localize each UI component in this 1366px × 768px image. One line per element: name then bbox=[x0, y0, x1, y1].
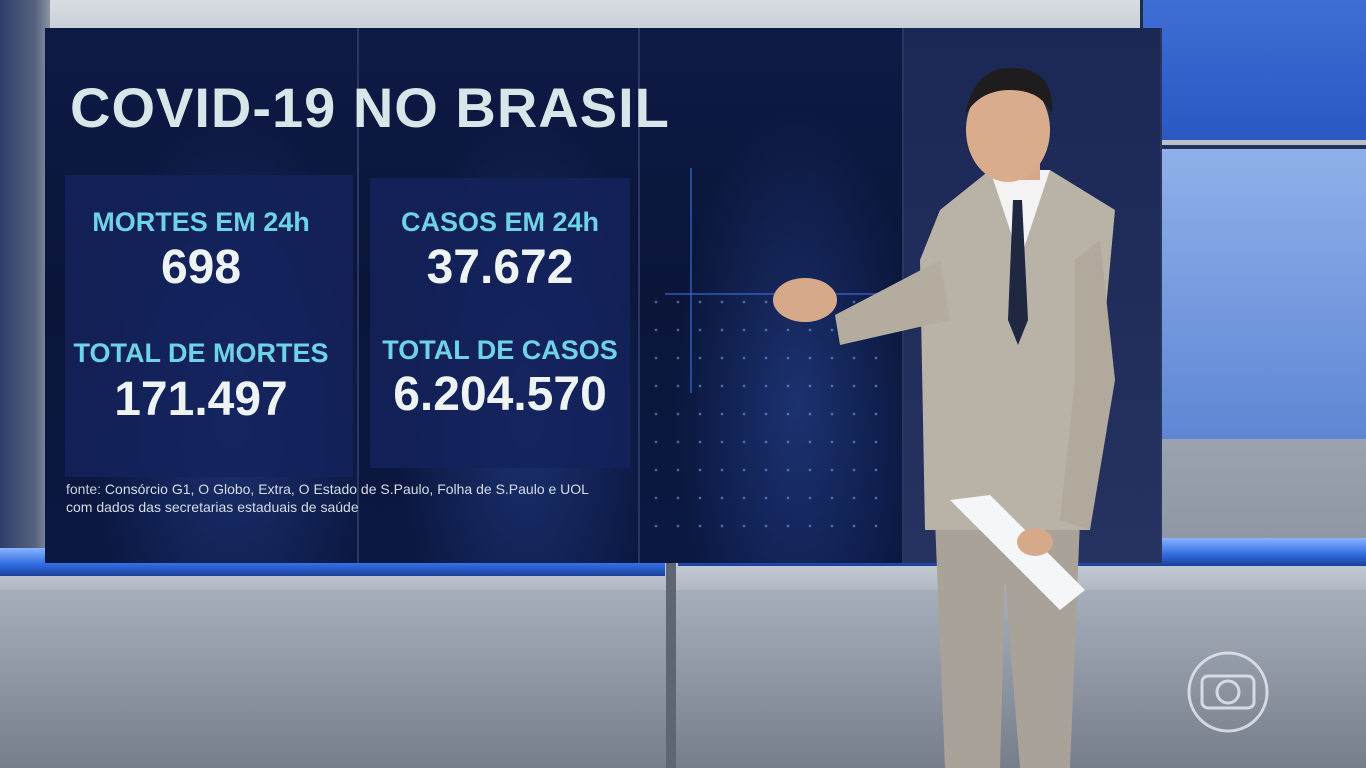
total-cases-label: TOTAL DE CASOS bbox=[382, 335, 618, 365]
source-text-1: Consórcio G1, O Globo, Extra, O Estado d… bbox=[104, 481, 589, 497]
presenter-right-arm bbox=[1060, 240, 1115, 530]
source-lead: fonte: bbox=[66, 481, 102, 497]
studio-light-panel bbox=[1140, 0, 1366, 140]
studio-left-wall bbox=[0, 0, 50, 560]
presenter-arm bbox=[835, 260, 950, 345]
presenter-tie bbox=[1008, 200, 1028, 345]
cases-24h-label: CASOS EM 24h bbox=[400, 207, 600, 237]
studio-back-panel bbox=[1155, 145, 1366, 439]
total-deaths-label: TOTAL DE MORTES bbox=[73, 338, 329, 368]
cases-24h-value: 37.672 bbox=[426, 241, 574, 294]
presenter-hand bbox=[773, 278, 837, 322]
presenter-head bbox=[966, 78, 1050, 182]
presenter-figure bbox=[773, 67, 1115, 768]
presenter-hair bbox=[965, 67, 1053, 115]
deaths-24h-value: 698 bbox=[160, 241, 242, 294]
presenter-paper bbox=[950, 495, 1085, 610]
screen-grid-line bbox=[690, 168, 692, 393]
presenter-jacket bbox=[920, 170, 1115, 530]
headline: COVID-19 NO BRASIL bbox=[70, 76, 670, 139]
source-text-2: com dados das secretarias estaduais de s… bbox=[66, 499, 359, 515]
source-credit: fonte: Consórcio G1, O Globo, Extra, O E… bbox=[66, 480, 589, 516]
desk-divider bbox=[666, 560, 676, 768]
source-line-1: fonte: Consórcio G1, O Globo, Extra, O E… bbox=[66, 480, 589, 498]
globo-logo-icon bbox=[1187, 651, 1269, 733]
deaths-24h-label: MORTES EM 24h bbox=[92, 207, 310, 237]
total-cases-value: 6.204.570 bbox=[393, 368, 607, 421]
total-deaths-value: 171.497 bbox=[114, 373, 288, 426]
studio-desk-front bbox=[0, 590, 1366, 768]
stat-box-deaths bbox=[65, 175, 353, 477]
stat-box-cases bbox=[370, 178, 630, 468]
presenter-left-hand bbox=[1017, 528, 1053, 556]
